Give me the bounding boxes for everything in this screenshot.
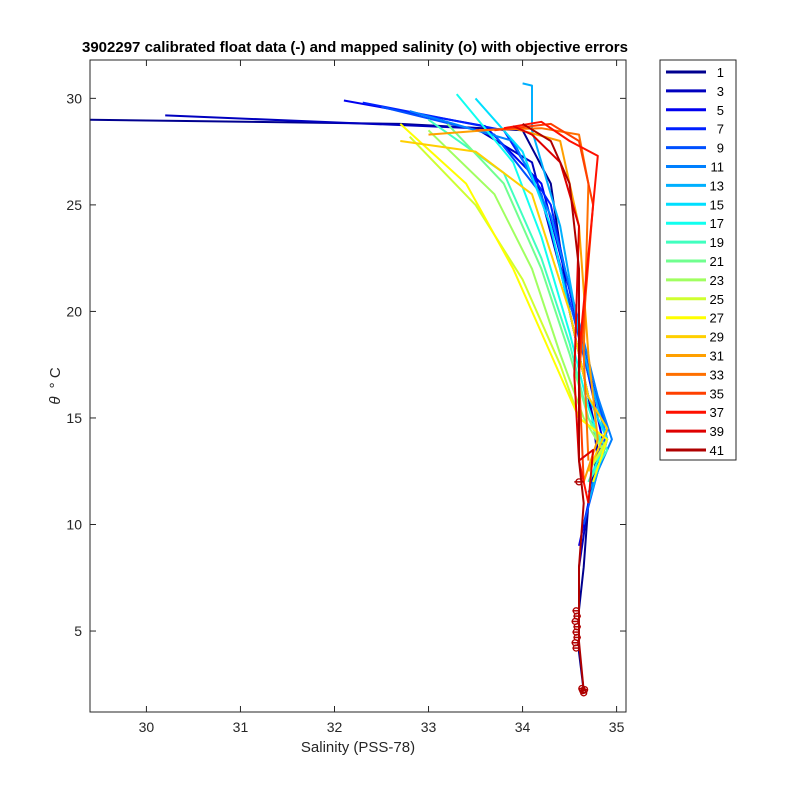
mapped-point xyxy=(572,644,580,652)
series-line-37 xyxy=(503,120,599,504)
legend-label-9: 9 xyxy=(717,141,724,156)
legend-label-33: 33 xyxy=(710,367,724,382)
legend-label-39: 39 xyxy=(710,424,724,439)
plot-frame xyxy=(89,59,627,713)
y-tick-label: 20 xyxy=(66,303,82,319)
y-axis-label-symbol: θ xyxy=(47,397,64,405)
legend-label-21: 21 xyxy=(710,254,724,269)
y-axis: 5 10 15 20 25 30 xyxy=(66,90,626,639)
x-tick-label: 32 xyxy=(327,719,343,735)
x-axis: 30 31 32 33 34 35 xyxy=(139,60,625,735)
y-tick-label: 25 xyxy=(66,197,82,213)
legend-label-23: 23 xyxy=(710,273,724,288)
series-line-29 xyxy=(400,140,609,472)
plot-area: 30 31 32 33 34 35 5 10 15 20 25 30 xyxy=(66,59,627,735)
x-tick-label: 35 xyxy=(609,719,625,735)
legend-label-41: 41 xyxy=(710,443,724,458)
series-line-1 xyxy=(90,118,599,691)
chart-title: 3902297 calibrated float data (-) and ma… xyxy=(82,39,628,56)
y-tick-label: 10 xyxy=(66,516,82,532)
x-tick-label: 30 xyxy=(139,719,155,735)
legend-label-25: 25 xyxy=(710,292,724,307)
mapped-point xyxy=(580,685,589,694)
series-group xyxy=(90,82,613,691)
y-tick-label: 30 xyxy=(66,90,82,106)
series-line-39 xyxy=(512,125,595,504)
legend-label-13: 13 xyxy=(710,178,724,193)
legend-label-3: 3 xyxy=(717,84,724,99)
legend-label-7: 7 xyxy=(717,122,724,137)
x-tick-label: 34 xyxy=(515,719,531,735)
legend-label-17: 17 xyxy=(710,216,724,231)
legend-label-29: 29 xyxy=(710,330,724,345)
mapped-points-group xyxy=(571,478,589,697)
x-tick-label: 31 xyxy=(233,719,249,735)
svg-text:θ ° C: θ ° C xyxy=(47,367,64,404)
x-tick-label: 33 xyxy=(421,719,437,735)
mapped-point xyxy=(575,478,583,486)
y-tick-label: 15 xyxy=(66,410,82,426)
y-axis-label: θ ° C xyxy=(47,367,64,404)
legend-label-15: 15 xyxy=(710,197,724,212)
legend-label-5: 5 xyxy=(717,103,724,118)
series-line-9 xyxy=(381,105,609,525)
series-line-27 xyxy=(399,123,609,483)
legend-label-19: 19 xyxy=(710,235,724,250)
legend-label-37: 37 xyxy=(710,405,724,420)
series-line-23 xyxy=(427,129,604,472)
legend-label-35: 35 xyxy=(710,386,724,401)
series-line-41 xyxy=(522,123,585,691)
legend-label-27: 27 xyxy=(710,311,724,326)
mapped-point xyxy=(573,623,581,631)
legend-label-31: 31 xyxy=(710,349,724,364)
legend-label-11: 11 xyxy=(711,160,725,175)
y-tick-label: 5 xyxy=(74,623,82,639)
legend-label-1: 1 xyxy=(717,65,724,80)
y-axis-label-unit: ° C xyxy=(47,367,64,388)
x-axis-label: Salinity (PSS-78) xyxy=(301,739,415,756)
